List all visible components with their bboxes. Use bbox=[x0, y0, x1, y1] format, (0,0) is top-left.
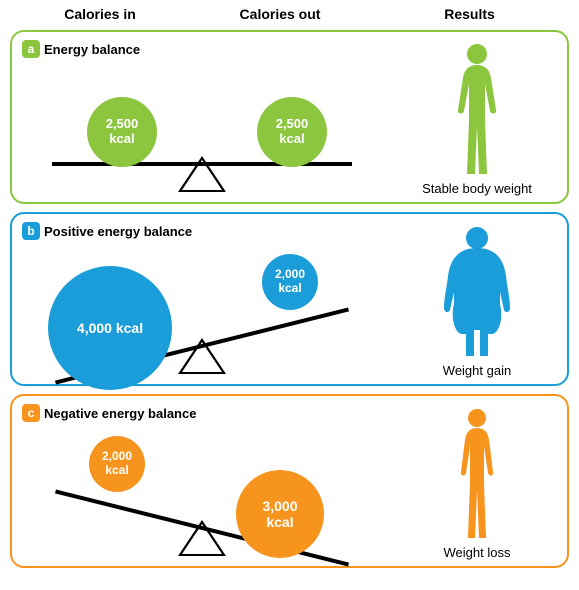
circle-left: 2,000kcal bbox=[89, 436, 145, 492]
panel-b-badge: b bbox=[22, 222, 40, 240]
circle-value-line: 2,000 bbox=[102, 450, 132, 464]
panel-b-title: b Positive energy balance bbox=[22, 222, 192, 240]
panel-a-title: a Energy balance bbox=[22, 40, 140, 58]
circle-value-line: 2,500 bbox=[106, 117, 139, 132]
circle-value-line: kcal bbox=[276, 132, 309, 147]
person-wide-icon bbox=[432, 224, 522, 365]
seesaw-c: 2,000kcal3,000kcal bbox=[22, 422, 382, 562]
circle-value: 2,000kcal bbox=[275, 268, 305, 296]
seesaw-b: 4,000 kcal 2,000kcal bbox=[22, 240, 382, 380]
result-label-c: Weight loss bbox=[397, 545, 557, 560]
panel-a: aEnergy balance2,500kcal2,500kcal Stable… bbox=[10, 30, 569, 204]
circle-left: 4,000 kcal bbox=[48, 266, 172, 390]
panel-c: cNegative energy balance2,000kcal3,000kc… bbox=[10, 394, 569, 568]
result-area-b: Weight gain bbox=[397, 220, 557, 382]
person-normal-icon bbox=[444, 42, 510, 185]
header-results: Results bbox=[370, 6, 569, 22]
circle-value-line: kcal bbox=[275, 282, 305, 296]
circle-value: 2,000kcal bbox=[102, 450, 132, 478]
panel-c-title-text: Negative energy balance bbox=[44, 406, 196, 421]
circle-value-line: kcal bbox=[102, 464, 132, 478]
panel-b: b Positive energy balance 4,000 kcal 2,000k… bbox=[10, 212, 569, 386]
result-label-a: Stable body weight bbox=[397, 181, 557, 196]
person-thin-icon bbox=[446, 406, 508, 551]
circle-value: 2,500kcal bbox=[106, 117, 139, 147]
circle-value: 3,000kcal bbox=[262, 498, 297, 530]
result-area-c: Weight loss bbox=[397, 402, 557, 564]
circle-value: 4,000 kcal bbox=[77, 320, 143, 336]
circle-value: 2,500kcal bbox=[276, 117, 309, 147]
panel-a-badge: a bbox=[22, 40, 40, 58]
result-area-a: Stable body weight bbox=[397, 38, 557, 200]
panel-c-title: c Negative energy balance bbox=[22, 404, 196, 422]
circle-value-line: kcal bbox=[106, 132, 139, 147]
result-label-b: Weight gain bbox=[397, 363, 557, 378]
circle-right: 2,500kcal bbox=[257, 97, 327, 167]
circle-value-line: kcal bbox=[262, 514, 297, 530]
panel-b-title-text: Positive energy balance bbox=[44, 224, 192, 239]
circle-value-line: 2,000 bbox=[275, 268, 305, 282]
column-headers: Calories in Calories out Results bbox=[0, 0, 579, 26]
circle-value-line: 2,500 bbox=[276, 117, 309, 132]
header-calories-out: Calories out bbox=[190, 6, 370, 22]
panel-a-title-text: Energy balance bbox=[44, 42, 140, 57]
circle-left: 2,500kcal bbox=[87, 97, 157, 167]
header-calories-in: Calories in bbox=[10, 6, 190, 22]
circle-right: 3,000kcal bbox=[236, 470, 324, 558]
panel-c-badge: c bbox=[22, 404, 40, 422]
circle-value-line: 4,000 kcal bbox=[77, 320, 143, 336]
circle-value-line: 3,000 bbox=[262, 498, 297, 514]
seesaw-a: 2,500kcal2,500kcal bbox=[22, 58, 382, 198]
circle-right: 2,000kcal bbox=[262, 254, 318, 310]
